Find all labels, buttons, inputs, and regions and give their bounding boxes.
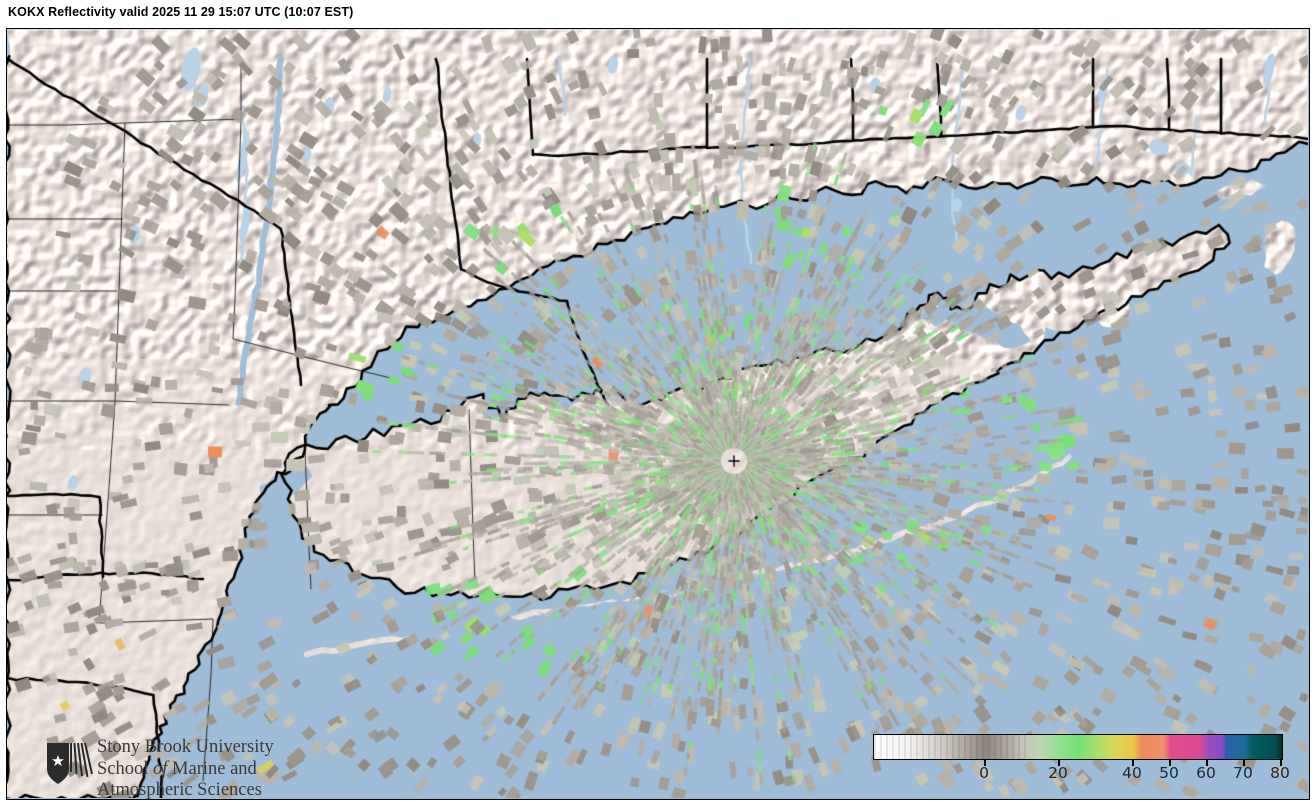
logo-line-3: Atmospheric Sciences <box>97 780 262 800</box>
colorbar-tick-label: 70 <box>1233 764 1253 782</box>
title-bar: KOKX Reflectivity valid 2025 11 29 15:07… <box>0 0 1316 28</box>
colorbar: 0 20 40 50 60 70 80 <box>873 734 1290 794</box>
colorbar-tick <box>1243 760 1245 766</box>
stony-brook-logo: Stony Brook University School of Marine … <box>45 737 320 799</box>
colorbar-tick-label: 20 <box>1048 764 1068 782</box>
colorbar-gradient <box>873 734 1283 760</box>
logo-line-2-post: Marine and <box>167 758 257 779</box>
colorbar-tick <box>984 760 986 766</box>
colorbar-tick-label: 50 <box>1159 764 1179 782</box>
logo-wordmark: Stony Brook University School of Marine … <box>97 737 327 800</box>
logo-line-2-pre: School <box>97 758 154 779</box>
colorbar-tick-label: 60 <box>1196 764 1216 782</box>
colorbar-tick <box>1132 760 1134 766</box>
colorbar-tick-label: 40 <box>1122 764 1142 782</box>
colorbar-tick-label: 0 <box>979 764 989 782</box>
colorbar-tick-labels: 0 20 40 50 60 70 80 <box>873 764 1290 788</box>
page-title: KOKX Reflectivity valid 2025 11 29 15:07… <box>8 5 354 19</box>
logo-line-1: Stony Brook University <box>97 737 274 757</box>
colorbar-tick <box>1206 760 1208 766</box>
colorbar-tick <box>1169 760 1171 766</box>
basemap-canvas <box>7 29 1308 798</box>
map-frame[interactable]: Stony Brook University School of Marine … <box>6 28 1310 800</box>
logo-line-2: School of Marine and <box>97 759 327 781</box>
colorbar-striping <box>874 735 1030 759</box>
colorbar-tick <box>1058 760 1060 766</box>
logo-line-2-em: of <box>153 758 168 779</box>
shield-icon <box>47 742 93 784</box>
colorbar-tick <box>1280 760 1282 766</box>
colorbar-tick-label: 80 <box>1270 764 1290 782</box>
colorbar-ticks <box>873 760 1283 766</box>
